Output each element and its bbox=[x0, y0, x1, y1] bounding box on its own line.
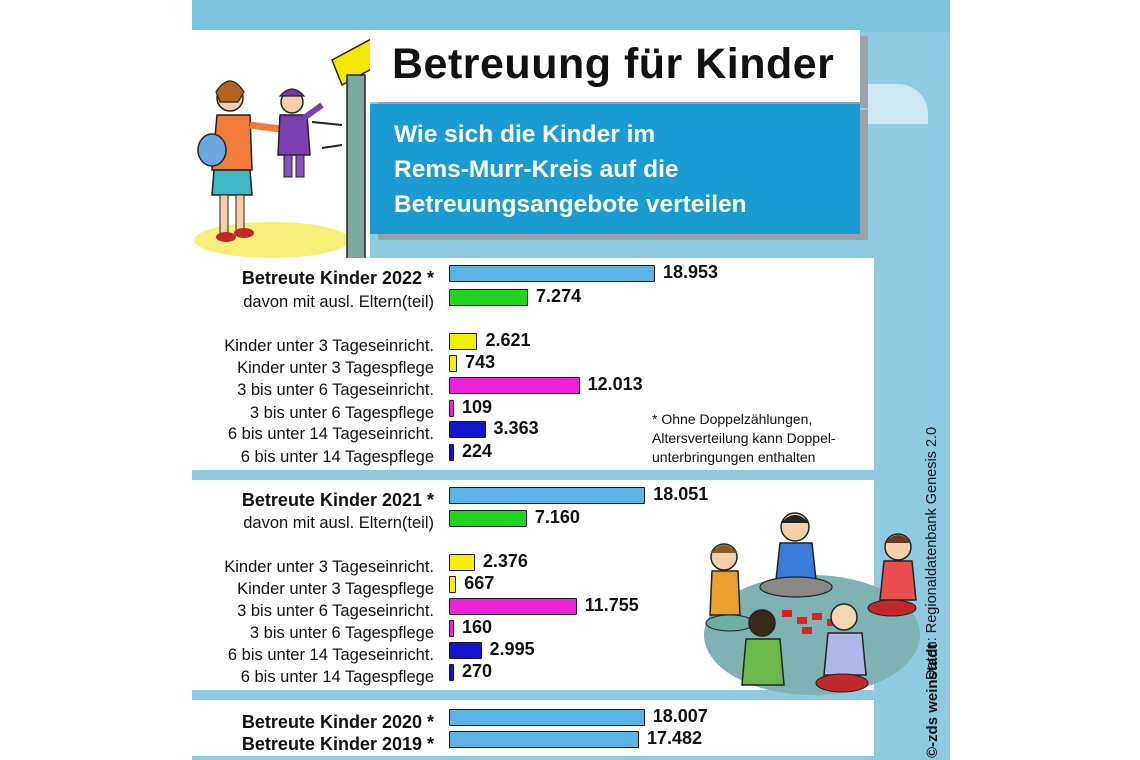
value-label: 18.953 bbox=[663, 262, 719, 282]
row-label: 3 bis unter 6 Tageseinricht. bbox=[237, 602, 434, 620]
bar bbox=[449, 664, 454, 681]
row-label: 6 bis unter 14 Tageseinricht. bbox=[227, 646, 434, 664]
panel-2022 bbox=[192, 258, 874, 470]
row-label: 3 bis unter 6 Tagespflege bbox=[249, 404, 434, 422]
copyright-label: ©-zds weinstadt bbox=[924, 643, 941, 758]
row-label: 3 bis unter 6 Tageseinricht. bbox=[237, 381, 434, 399]
row-label: davon mit ausl. Eltern(teil) bbox=[243, 514, 434, 532]
value-label: 2.376 bbox=[482, 551, 528, 571]
value-label: 18.051 bbox=[653, 484, 709, 504]
top-strip bbox=[192, 0, 950, 32]
bar bbox=[449, 289, 529, 306]
row-label: Kinder unter 3 Tageseinricht. bbox=[224, 337, 434, 355]
subtitle-box: Wie sich die Kinder im Rems-Murr-Kreis a… bbox=[370, 104, 860, 234]
playing-children-illustration bbox=[704, 512, 920, 695]
data-source: Daten: Regionaldatenbank Genesis 2.0 bbox=[924, 426, 940, 680]
row-label: Betreute Kinder 2021 * bbox=[241, 490, 434, 510]
bar bbox=[449, 709, 645, 726]
bar bbox=[449, 355, 458, 372]
illustration-parent-child bbox=[192, 28, 389, 261]
bar bbox=[449, 377, 580, 394]
value-label: 18.007 bbox=[652, 706, 708, 726]
page-title: Betreuung für Kinder bbox=[392, 40, 835, 88]
row-label: davon mit ausl. Eltern(teil) bbox=[243, 293, 434, 311]
value-label: 17.482 bbox=[647, 728, 703, 748]
value-label: 3.363 bbox=[493, 418, 539, 438]
row-label: 6 bis unter 14 Tageseinricht. bbox=[227, 425, 434, 443]
row-label: 3 bis unter 6 Tagespflege bbox=[249, 624, 434, 642]
value-label: 270 bbox=[462, 661, 493, 681]
bar bbox=[449, 421, 486, 438]
bar bbox=[449, 731, 639, 748]
bar bbox=[449, 333, 478, 350]
footnote-line-2: Altersverteilung kann Doppel- bbox=[652, 430, 836, 446]
parent-child-illustration bbox=[194, 28, 389, 261]
title-box: Betreuung für Kinder bbox=[370, 30, 860, 102]
bar bbox=[449, 510, 527, 527]
row-label: 6 bis unter 14 Tagespflege bbox=[240, 448, 434, 466]
value-label: 667 bbox=[464, 573, 495, 593]
value-label: 109 bbox=[462, 397, 493, 417]
row-label: Betreute Kinder 2022 * bbox=[241, 268, 434, 288]
value-label: 160 bbox=[462, 617, 493, 637]
subtitle-line-1: Wie sich die Kinder im bbox=[394, 121, 656, 148]
bar bbox=[449, 400, 454, 417]
row-label: Betreute Kinder 2020 * bbox=[241, 712, 434, 732]
bar bbox=[449, 554, 475, 571]
bar bbox=[449, 642, 482, 659]
row-label: Betreute Kinder 2019 * bbox=[241, 734, 434, 754]
bar bbox=[449, 487, 646, 504]
value-label: 2.995 bbox=[489, 639, 535, 659]
footnote-line-3: unterbringungen enthalten bbox=[652, 449, 816, 465]
value-label: 2.621 bbox=[485, 330, 531, 350]
value-label: 12.013 bbox=[587, 374, 643, 394]
subtitle-line-3: Betreuungsangebote verteilen bbox=[394, 191, 747, 218]
infographic-frame: Betreuung für Kinder Wie sich die Kinder… bbox=[192, 0, 950, 760]
decorative-shape bbox=[868, 84, 928, 124]
value-label: 7.274 bbox=[536, 286, 582, 306]
row-label: Kinder unter 3 Tageseinricht. bbox=[224, 558, 434, 576]
row-label: Kinder unter 3 Tagespflege bbox=[237, 580, 434, 598]
value-label: 743 bbox=[465, 352, 496, 372]
bar bbox=[449, 620, 454, 637]
bar bbox=[449, 265, 655, 282]
bar bbox=[449, 444, 454, 461]
bar bbox=[449, 576, 457, 593]
subtitle-line-2: Rems-Murr-Kreis auf die bbox=[394, 156, 679, 183]
footnote: * Ohne Doppelzählungen, Altersverteilung… bbox=[652, 410, 836, 467]
bar bbox=[449, 598, 577, 615]
value-label: 224 bbox=[462, 441, 493, 461]
value-label: 11.755 bbox=[584, 595, 639, 615]
row-label: Kinder unter 3 Tagespflege bbox=[237, 359, 434, 377]
row-label: 6 bis unter 14 Tagespflege bbox=[240, 668, 434, 686]
footnote-line-1: * Ohne Doppelzählungen, bbox=[652, 411, 813, 427]
value-label: 7.160 bbox=[534, 507, 580, 527]
